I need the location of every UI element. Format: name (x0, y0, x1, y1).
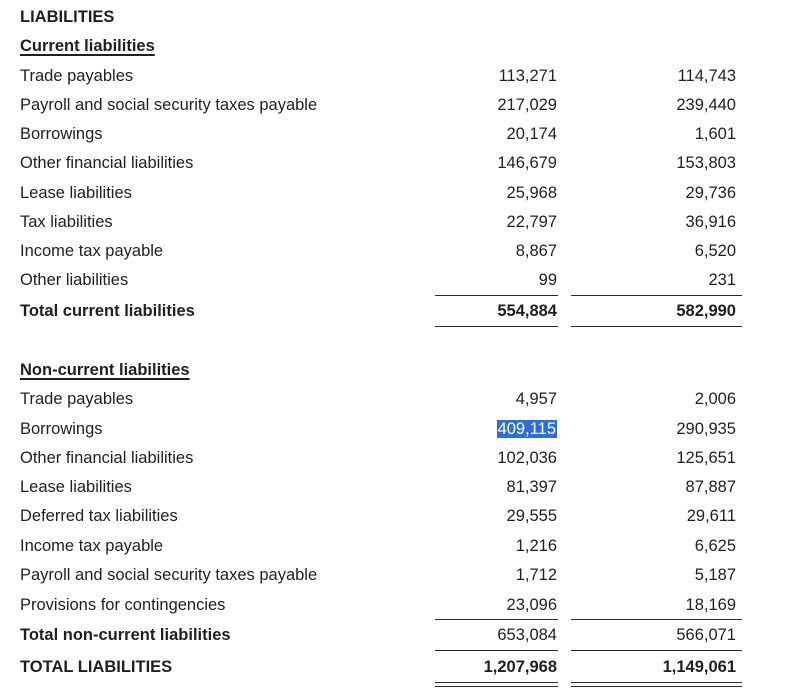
double-rule-top (571, 682, 742, 683)
grand-total-label: TOTAL LIABILITIES (20, 658, 173, 676)
row-label: Payroll and social security taxes payabl… (20, 96, 318, 114)
row-label: Other financial liabilities (20, 154, 194, 172)
total-current-col1[interactable]: 554,884 (497, 302, 557, 320)
row-label: Other financial liabilities (20, 449, 194, 467)
row-value-col1[interactable]: 81,397 (506, 478, 557, 496)
row-value-col1[interactable]: 99 (538, 271, 557, 289)
row-value-col1[interactable]: 102,036 (497, 449, 557, 467)
row-label: Lease liabilities (20, 478, 132, 496)
row-value-col2[interactable]: 29,611 (686, 507, 736, 525)
row-label: Income tax payable (20, 242, 164, 260)
row-value-col1[interactable]: 1,712 (515, 566, 557, 584)
total-noncurrent-col2[interactable]: 566,071 (676, 626, 736, 644)
current-liabilities-title-row: Current liabilities (0, 32, 795, 61)
row-label: Tax liabilities (20, 213, 113, 231)
row-value-col1[interactable]: 20,174 (506, 125, 557, 143)
row-value-col1[interactable]: 113,271 (498, 67, 557, 85)
subtotal-rule (435, 295, 558, 296)
double-rule-bottom (571, 686, 742, 687)
row-label: Other liabilities (20, 271, 129, 289)
row-label: Trade payables (20, 67, 134, 85)
table-row: Lease liabilities 25,968 29,736 (0, 179, 795, 208)
total-rule (571, 650, 742, 651)
total-rule (435, 326, 558, 327)
table-row: Deferred tax liabilities 29,555 29,611 (0, 502, 795, 531)
table-row: Tax liabilities 22,797 36,916 (0, 208, 795, 237)
table-row: Payroll and social security taxes payabl… (0, 561, 795, 590)
table-row: Other liabilities 99 231 (0, 266, 795, 295)
row-value-col2[interactable]: 1,601 (694, 125, 736, 143)
row-label: Lease liabilities (20, 184, 132, 202)
total-rule (571, 326, 742, 327)
table-row: Borrowings 409,115 290,935 (0, 415, 795, 444)
row-value-col2[interactable]: 114,743 (677, 67, 736, 85)
table-row: Borrowings 20,174 1,601 (0, 120, 795, 149)
total-noncurrent-label: Total non-current liabilities (20, 626, 231, 644)
row-value-col1[interactable]: 29,555 (506, 507, 557, 525)
table-row: Trade payables 113,271 114,743 (0, 62, 795, 91)
row-value-col2[interactable]: 125,651 (676, 449, 736, 467)
grand-total-col2[interactable]: 1,149,061 (662, 658, 736, 676)
row-value-col2[interactable]: 29,736 (685, 184, 736, 202)
table-row: Payroll and social security taxes payabl… (0, 91, 795, 120)
row-value-col1[interactable]: 25,968 (506, 184, 557, 202)
row-label: Deferred tax liabilities (20, 507, 178, 525)
row-value-col2[interactable]: 231 (708, 271, 736, 289)
subtotal-rule (571, 619, 742, 620)
table-row: Provisions for contingencies 23,096 18,1… (0, 591, 795, 620)
row-value-col2[interactable]: 18,169 (685, 596, 736, 614)
row-value-col1[interactable]: 23,096 (506, 596, 557, 614)
grand-total-col1[interactable]: 1,207,968 (483, 658, 557, 676)
row-label: Borrowings (20, 420, 103, 438)
total-noncurrent-row: Total non-current liabilities 653,084 56… (0, 621, 795, 650)
row-value-col2[interactable]: 6,520 (694, 242, 736, 260)
row-value-col2[interactable]: 6,625 (694, 537, 736, 555)
liabilities-heading: LIABILITIES (20, 8, 115, 26)
table-row: Income tax payable 1,216 6,625 (0, 532, 795, 561)
current-liabilities-title: Current liabilities (20, 37, 155, 55)
double-rule-bottom (435, 686, 558, 687)
row-value-col1[interactable]: 1,216 (515, 537, 557, 555)
row-value-col2[interactable]: 153,803 (676, 154, 736, 172)
total-noncurrent-col1[interactable]: 653,084 (497, 626, 557, 644)
table-row: Other financial liabilities 146,679 153,… (0, 149, 795, 178)
row-label: Trade payables (20, 390, 134, 408)
row-value-col2[interactable]: 36,916 (685, 213, 736, 231)
noncurrent-liabilities-title-row: Non-current liabilities (0, 356, 795, 385)
row-value-col1-selected[interactable]: 409,115 (496, 415, 557, 444)
text-selection[interactable]: 409,115 (496, 420, 557, 438)
table-row: Trade payables 4,957 2,006 (0, 385, 795, 414)
section-heading-row: LIABILITIES (0, 3, 795, 32)
total-current-label: Total current liabilities (20, 302, 195, 320)
table-row: Other financial liabilities 102,036 125,… (0, 444, 795, 473)
row-value-col1[interactable]: 4,957 (515, 390, 557, 408)
row-value-col2[interactable]: 290,935 (676, 420, 736, 438)
row-value-col2[interactable]: 239,440 (676, 96, 736, 114)
table-row: Lease liabilities 81,397 87,887 (0, 473, 795, 502)
total-rule (435, 650, 558, 651)
total-current-row: Total current liabilities 554,884 582,99… (0, 297, 795, 326)
row-value-col2[interactable]: 2,006 (694, 390, 736, 408)
row-value-col1[interactable]: 146,679 (497, 154, 557, 172)
row-label: Provisions for contingencies (20, 596, 226, 614)
row-value-col1[interactable]: 22,797 (506, 213, 557, 231)
row-value-col2[interactable]: 87,887 (685, 478, 736, 496)
subtotal-rule (571, 295, 742, 296)
grand-total-row: TOTAL LIABILITIES 1,207,968 1,149,061 (0, 653, 795, 682)
row-value-col1[interactable]: 217,029 (497, 96, 557, 114)
subtotal-rule (435, 619, 558, 620)
row-label: Income tax payable (20, 537, 164, 555)
row-value-col2[interactable]: 5,187 (694, 566, 736, 584)
table-row: Income tax payable 8,867 6,520 (0, 237, 795, 266)
row-label: Borrowings (20, 125, 103, 143)
double-rule-top (435, 682, 558, 683)
row-label: Payroll and social security taxes payabl… (20, 566, 318, 584)
total-current-col2[interactable]: 582,990 (676, 302, 736, 320)
row-value-col1[interactable]: 8,867 (515, 242, 557, 260)
noncurrent-liabilities-title: Non-current liabilities (20, 361, 190, 379)
